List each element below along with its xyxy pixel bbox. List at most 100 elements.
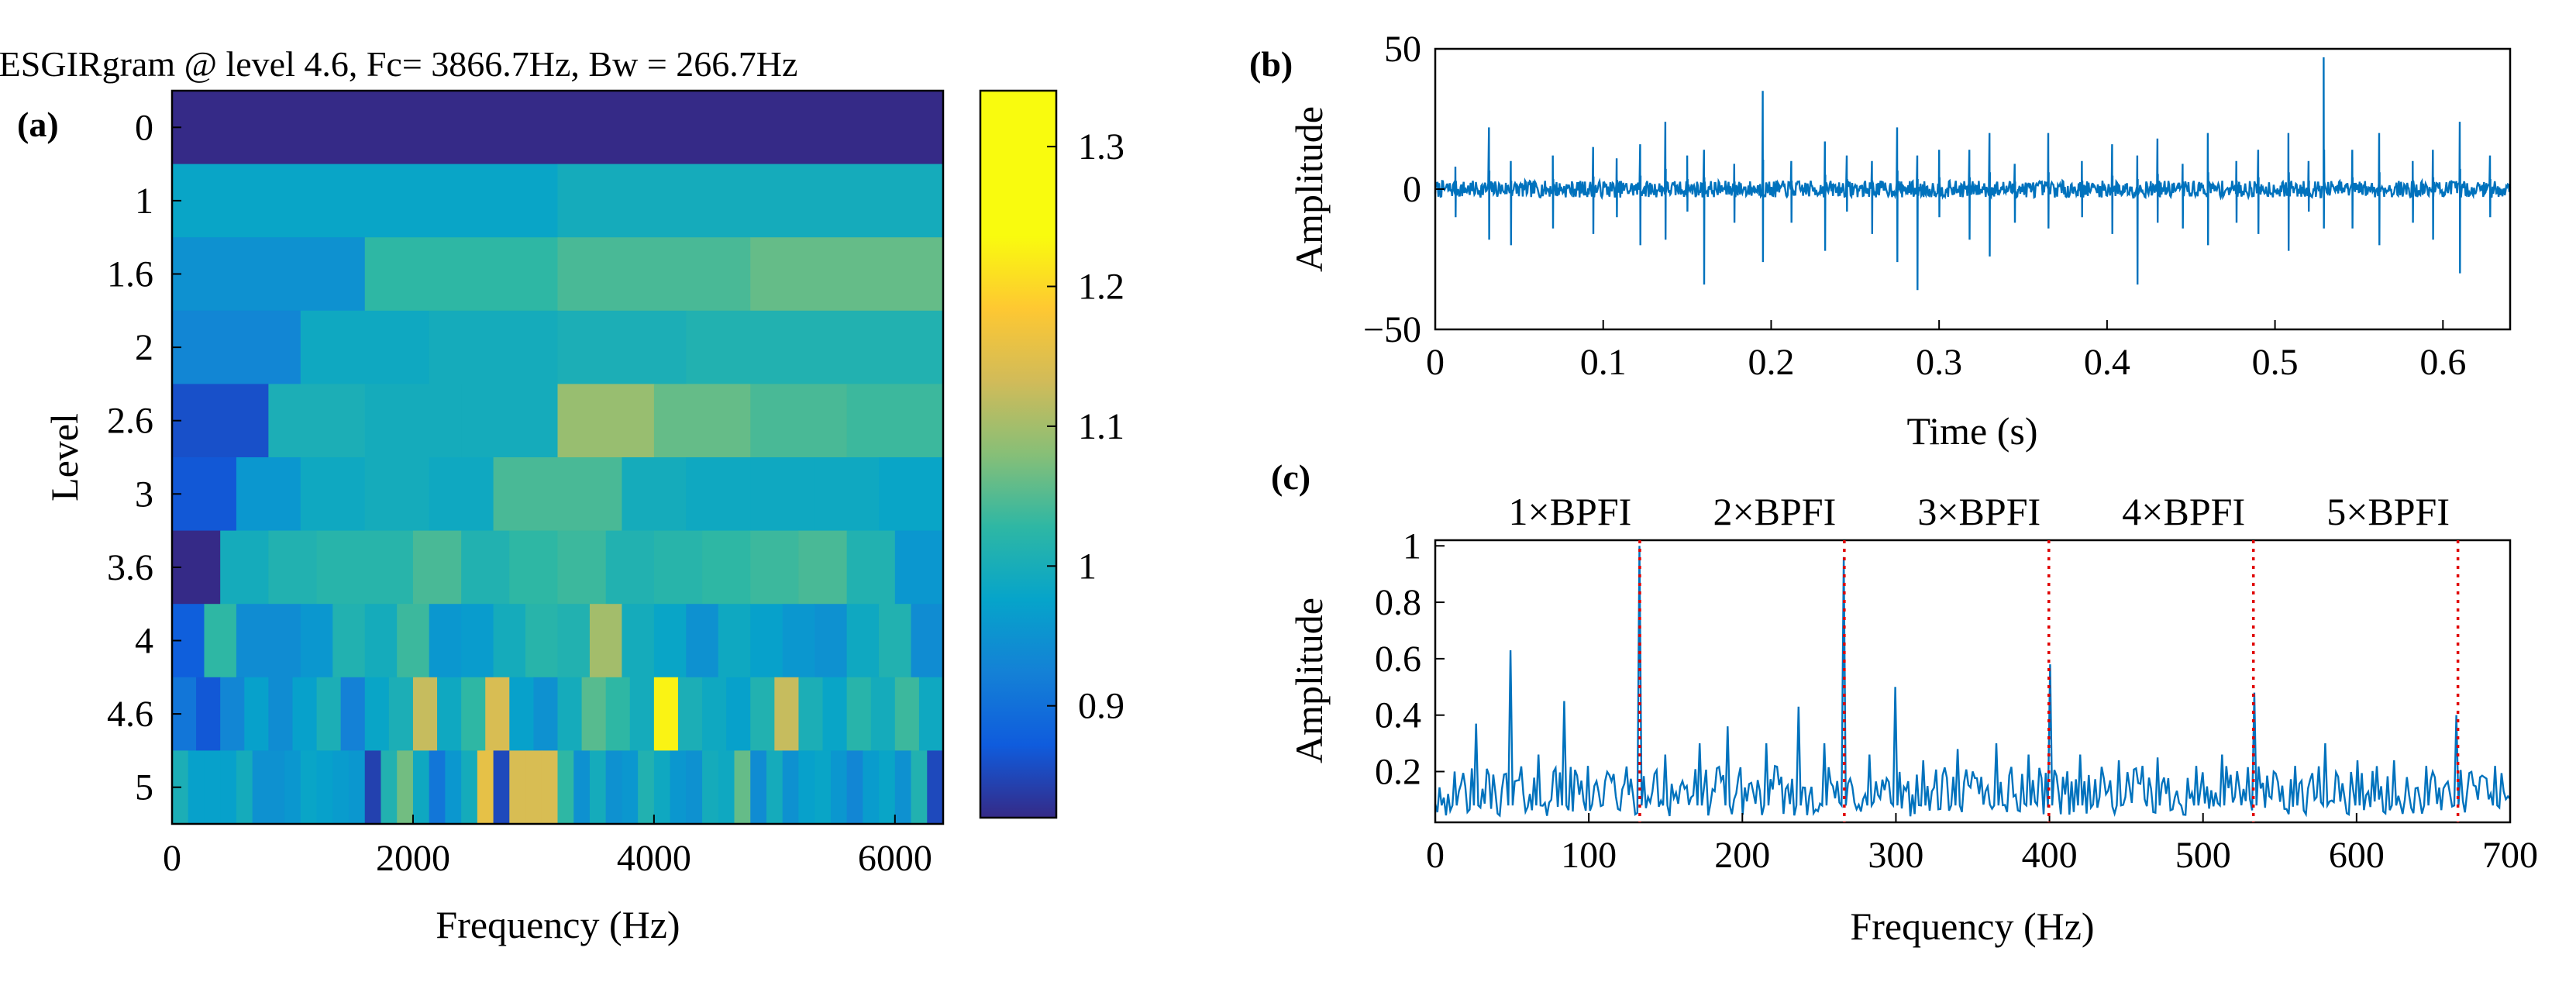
heatmap-cell xyxy=(204,750,221,825)
heatmap-cell xyxy=(493,750,510,825)
heatmap-cell xyxy=(477,750,494,825)
spectrum-y-tick-label: 0.4 xyxy=(1375,695,1421,736)
waveform-y-tick-label: 50 xyxy=(1384,29,1421,70)
heatmap-cell xyxy=(388,677,414,751)
heatmap-cell xyxy=(774,677,800,751)
colorbar-tick-label: 1.1 xyxy=(1078,406,1124,447)
heatmap-cell xyxy=(605,530,655,605)
bpfi-marker-label: 5×BPFI xyxy=(2326,490,2450,533)
panel-c-label: (c) xyxy=(1271,457,1310,497)
heatmap-cell xyxy=(814,310,944,384)
heatmap-cell xyxy=(870,677,896,751)
heatmap-cell xyxy=(822,677,848,751)
waveform-y-tick-label: −50 xyxy=(1363,309,1421,350)
heatmap-cell xyxy=(364,750,382,825)
waveform-x-tick-label: 0.2 xyxy=(1748,342,1794,383)
heatmap-cell xyxy=(244,677,269,751)
heatmap-cell xyxy=(622,604,655,678)
heatmap-cell xyxy=(461,750,478,825)
heatmap-cell xyxy=(397,750,414,825)
heatmap-cell xyxy=(557,164,944,238)
heatmap-cell xyxy=(814,750,832,825)
heatmap-y-tick-label: 5 xyxy=(135,767,153,808)
heatmap-cell xyxy=(814,604,848,678)
waveform-y-tick-label: 0 xyxy=(1403,169,1421,210)
panel-b-label: (b) xyxy=(1249,44,1293,84)
heatmap-cell xyxy=(437,677,462,751)
heatmap-cell xyxy=(268,384,366,458)
heatmap-cell xyxy=(846,530,896,605)
heatmap-cell xyxy=(750,530,800,605)
heatmap-cell xyxy=(541,750,559,825)
heatmap-y-tick-label: 1 xyxy=(135,181,153,222)
heatmap-cell xyxy=(573,750,591,825)
heatmap-cell xyxy=(766,750,783,825)
heatmap-y-tick-label: 4 xyxy=(135,621,153,662)
heatmap-x-ticks: 0 2000 4000 6000 xyxy=(163,815,932,879)
heatmap-cell xyxy=(638,750,655,825)
bpfi-marker-label: 2×BPFI xyxy=(1713,490,1836,533)
heatmap-cell xyxy=(461,384,559,458)
heatmap-cell xyxy=(525,750,542,825)
heatmap-cell xyxy=(702,530,751,605)
panel-a-heatmap: LESGIRgram @ level 4.6, Fc= 3866.7Hz, Bw… xyxy=(0,44,1124,946)
heatmap-cell xyxy=(782,750,800,825)
waveform-x-tick-label: 0.3 xyxy=(1916,342,1962,383)
heatmap-x-tick-label: 4000 xyxy=(617,838,691,879)
waveform-y-label: Amplitude xyxy=(1287,106,1331,272)
heatmap-cell xyxy=(557,310,687,384)
spectrum-y-ticks: 0.2 0.4 0.6 0.8 1 xyxy=(1375,525,1445,792)
spectrum-x-tick-label: 100 xyxy=(1561,835,1617,876)
heatmap-cell xyxy=(702,750,719,825)
heatmap-cell xyxy=(268,530,318,605)
heatmap-cell xyxy=(814,457,880,532)
heatmap-cell xyxy=(879,457,944,532)
heatmap-cell xyxy=(364,384,462,458)
waveform-series-line xyxy=(1434,57,2512,291)
heatmap-cells xyxy=(172,91,944,825)
heatmap-cell xyxy=(589,750,607,825)
heatmap-cell xyxy=(236,604,269,678)
heatmap-x-label: Frequency (Hz) xyxy=(436,903,680,946)
heatmap-cell xyxy=(236,750,253,825)
spectrum-x-tick-label: 600 xyxy=(2329,835,2385,876)
heatmap-cell xyxy=(557,530,607,605)
heatmap-cell xyxy=(894,750,912,825)
heatmap-cell xyxy=(605,750,623,825)
bpfi-marker-label: 1×BPFI xyxy=(1509,490,1632,533)
heatmap-cell xyxy=(879,604,912,678)
heatmap-cell xyxy=(653,677,679,751)
heatmap-cell xyxy=(381,750,398,825)
heatmap-cell xyxy=(412,677,438,751)
heatmap-cell xyxy=(340,677,366,751)
heatmap-cell xyxy=(750,384,848,458)
heatmap-cell xyxy=(622,750,639,825)
heatmap-cell xyxy=(316,677,342,751)
heatmap-cell xyxy=(557,750,574,825)
heatmap-cell xyxy=(846,384,944,458)
bpfi-marker-label: 4×BPFI xyxy=(2122,490,2245,533)
spectrum-frame xyxy=(1434,539,2512,824)
heatmap-cell xyxy=(284,750,301,825)
heatmap-cell xyxy=(316,750,333,825)
heatmap-cell xyxy=(557,457,623,532)
heatmap-cell xyxy=(196,677,221,751)
heatmap-cell xyxy=(557,384,655,458)
heatmap-cell xyxy=(349,750,366,825)
heatmap-x-tick-label: 2000 xyxy=(376,838,450,879)
heatmap-cell xyxy=(718,604,751,678)
heatmap-cell xyxy=(268,750,285,825)
heatmap-cell xyxy=(894,677,920,751)
heatmap-cell xyxy=(332,604,366,678)
heatmap-cell xyxy=(894,530,944,605)
heatmap-cell xyxy=(172,91,944,165)
heatmap-cell xyxy=(364,237,559,312)
heatmap-cell xyxy=(750,750,767,825)
heatmap-cell xyxy=(879,750,896,825)
heatmap-cell xyxy=(172,457,237,532)
heatmap-cell xyxy=(292,677,318,751)
spectrum-x-tick-label: 700 xyxy=(2482,835,2538,876)
spectrum-plot-area xyxy=(1434,546,2511,818)
heatmap-cell xyxy=(429,310,559,384)
